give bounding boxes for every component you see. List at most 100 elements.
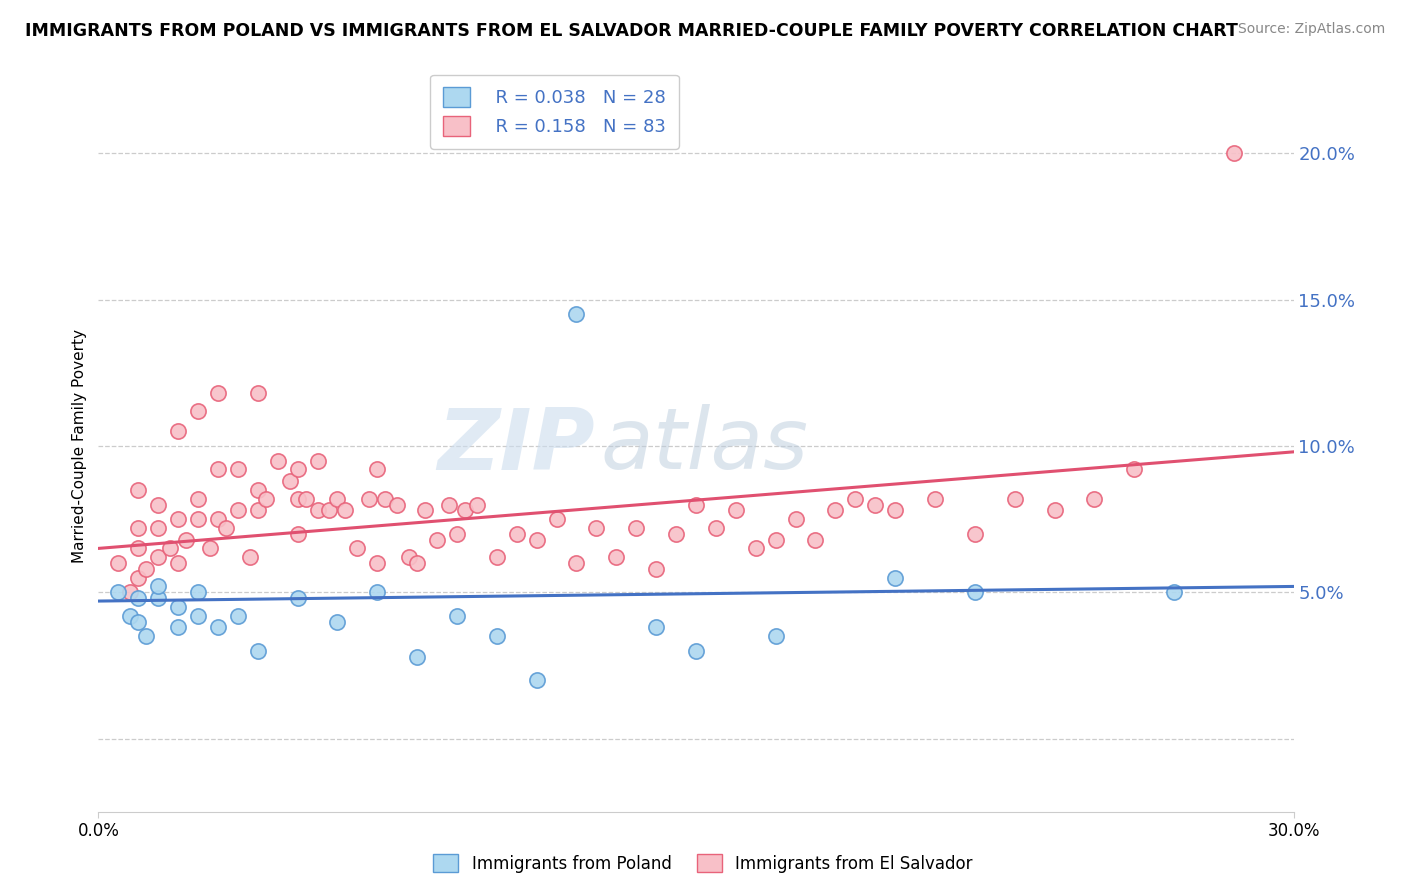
- Point: [294, 491, 316, 506]
- Point: [963, 585, 986, 599]
- Point: [239, 550, 262, 565]
- Point: [1004, 491, 1026, 506]
- Point: [127, 591, 149, 606]
- Point: [765, 533, 787, 547]
- Point: [246, 386, 269, 401]
- Point: [167, 512, 190, 526]
- Point: [148, 521, 170, 535]
- Point: [1163, 585, 1185, 599]
- Point: [1123, 462, 1146, 476]
- Point: [366, 462, 388, 476]
- Point: [1083, 491, 1105, 506]
- Point: [804, 533, 827, 547]
- Point: [167, 556, 190, 570]
- Point: [1043, 503, 1066, 517]
- Point: [626, 521, 648, 535]
- Point: [335, 503, 357, 517]
- Point: [745, 541, 768, 556]
- Point: [326, 615, 349, 629]
- Point: [246, 503, 269, 517]
- Point: [187, 512, 209, 526]
- Point: [406, 556, 429, 570]
- Point: [167, 620, 190, 634]
- Point: [148, 591, 170, 606]
- Point: [884, 571, 907, 585]
- Point: [724, 503, 747, 517]
- Point: [226, 608, 249, 623]
- Point: [844, 491, 866, 506]
- Point: [485, 550, 508, 565]
- Point: [665, 526, 688, 541]
- Point: [704, 521, 727, 535]
- Point: [585, 521, 607, 535]
- Point: [167, 425, 190, 439]
- Point: [198, 541, 221, 556]
- Point: [287, 491, 309, 506]
- Point: [254, 491, 277, 506]
- Point: [187, 404, 209, 418]
- Point: [366, 585, 388, 599]
- Point: [127, 541, 149, 556]
- Text: IMMIGRANTS FROM POLAND VS IMMIGRANTS FROM EL SALVADOR MARRIED-COUPLE FAMILY POVE: IMMIGRANTS FROM POLAND VS IMMIGRANTS FRO…: [25, 22, 1239, 40]
- Point: [526, 673, 548, 687]
- Point: [446, 608, 468, 623]
- Point: [385, 498, 409, 512]
- Point: [207, 512, 229, 526]
- Y-axis label: Married-Couple Family Poverty: Married-Couple Family Poverty: [72, 329, 87, 563]
- Point: [605, 550, 627, 565]
- Point: [326, 491, 349, 506]
- Point: [148, 498, 170, 512]
- Point: [645, 620, 668, 634]
- Point: [406, 649, 429, 664]
- Point: [127, 571, 149, 585]
- Point: [287, 591, 309, 606]
- Text: ZIP: ZIP: [437, 404, 595, 488]
- Point: [398, 550, 420, 565]
- Legend: Immigrants from Poland, Immigrants from El Salvador: Immigrants from Poland, Immigrants from …: [427, 847, 979, 880]
- Point: [159, 541, 181, 556]
- Text: Source: ZipAtlas.com: Source: ZipAtlas.com: [1237, 22, 1385, 37]
- Point: [1223, 146, 1246, 161]
- Point: [485, 629, 508, 643]
- Point: [785, 512, 807, 526]
- Point: [167, 599, 190, 614]
- Point: [437, 498, 460, 512]
- Point: [187, 585, 209, 599]
- Point: [127, 521, 149, 535]
- Point: [413, 503, 436, 517]
- Point: [824, 503, 846, 517]
- Point: [685, 644, 707, 658]
- Point: [246, 644, 269, 658]
- Point: [526, 533, 548, 547]
- Point: [318, 503, 340, 517]
- Point: [865, 498, 887, 512]
- Point: [278, 474, 301, 488]
- Point: [207, 620, 229, 634]
- Text: atlas: atlas: [600, 404, 808, 488]
- Point: [374, 491, 396, 506]
- Point: [246, 483, 269, 497]
- Point: [426, 533, 449, 547]
- Point: [884, 503, 907, 517]
- Point: [307, 453, 329, 467]
- Point: [454, 503, 477, 517]
- Point: [366, 556, 388, 570]
- Point: [287, 526, 309, 541]
- Point: [565, 556, 588, 570]
- Point: [963, 526, 986, 541]
- Point: [359, 491, 381, 506]
- Point: [287, 462, 309, 476]
- Point: [267, 453, 290, 467]
- Point: [135, 629, 157, 643]
- Point: [446, 526, 468, 541]
- Point: [226, 462, 249, 476]
- Point: [127, 615, 149, 629]
- Point: [546, 512, 568, 526]
- Point: [346, 541, 368, 556]
- Point: [645, 562, 668, 576]
- Point: [565, 307, 588, 321]
- Point: [924, 491, 946, 506]
- Point: [174, 533, 197, 547]
- Point: [127, 483, 149, 497]
- Point: [120, 608, 142, 623]
